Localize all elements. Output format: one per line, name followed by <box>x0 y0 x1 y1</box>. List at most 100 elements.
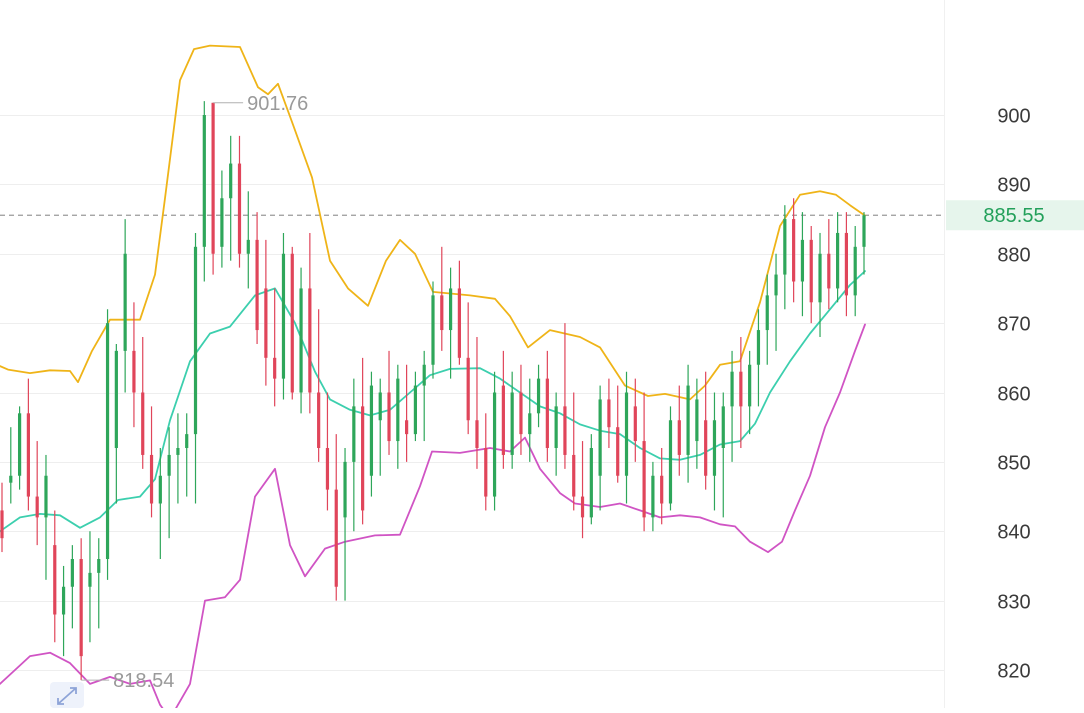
candle[interactable] <box>712 392 717 511</box>
candle[interactable] <box>26 378 30 511</box>
candle[interactable] <box>607 378 611 448</box>
candle[interactable] <box>862 212 866 275</box>
candle[interactable] <box>668 406 673 511</box>
candle[interactable] <box>624 371 629 504</box>
candle[interactable] <box>413 371 418 442</box>
candle[interactable] <box>783 205 787 310</box>
candle[interactable] <box>475 337 479 469</box>
candle[interactable] <box>844 212 849 317</box>
candle[interactable] <box>17 406 22 490</box>
candle[interactable] <box>730 350 734 462</box>
candle[interactable] <box>519 364 523 455</box>
candle[interactable] <box>149 406 154 518</box>
candle[interactable] <box>677 385 681 476</box>
candle[interactable] <box>317 309 321 462</box>
candle[interactable] <box>220 170 224 268</box>
candle[interactable] <box>800 212 805 317</box>
candle[interactable] <box>598 385 602 511</box>
candle[interactable] <box>633 378 637 462</box>
candle[interactable] <box>774 253 778 351</box>
candle[interactable] <box>642 392 646 532</box>
candle[interactable] <box>273 288 277 407</box>
candle[interactable] <box>299 267 303 414</box>
candle[interactable] <box>237 135 242 268</box>
candle[interactable] <box>554 392 558 476</box>
candle[interactable] <box>0 482 4 553</box>
candle[interactable] <box>704 371 708 490</box>
candle[interactable] <box>616 385 620 483</box>
candle[interactable] <box>9 427 13 504</box>
candle[interactable] <box>827 219 831 310</box>
candle[interactable] <box>202 101 206 282</box>
candle[interactable] <box>369 371 374 497</box>
candle[interactable] <box>853 226 857 317</box>
candle[interactable] <box>334 434 338 601</box>
candle[interactable] <box>466 302 470 435</box>
candle[interactable] <box>536 364 541 428</box>
candle[interactable] <box>44 454 48 580</box>
candle[interactable] <box>361 357 365 525</box>
candle[interactable] <box>158 448 162 559</box>
candle[interactable] <box>114 343 118 504</box>
candle[interactable] <box>422 350 426 442</box>
candle[interactable] <box>132 302 136 428</box>
candle[interactable] <box>792 198 796 303</box>
candle[interactable] <box>484 413 488 511</box>
candle[interactable] <box>290 246 294 400</box>
candle[interactable] <box>457 260 461 365</box>
expand-icon[interactable] <box>50 682 84 708</box>
candle[interactable] <box>396 364 400 469</box>
candle[interactable] <box>264 239 268 386</box>
candle[interactable] <box>572 392 576 511</box>
candle[interactable] <box>97 538 101 629</box>
candle[interactable] <box>492 371 497 511</box>
candle[interactable] <box>589 434 593 525</box>
candle[interactable] <box>686 364 690 483</box>
candle[interactable] <box>343 448 347 601</box>
candle[interactable] <box>70 545 74 629</box>
candle[interactable] <box>281 232 286 400</box>
candle[interactable] <box>431 281 435 379</box>
candle[interactable] <box>765 274 769 365</box>
candle[interactable] <box>53 510 57 643</box>
candle[interactable] <box>836 212 840 303</box>
candle[interactable] <box>721 392 725 518</box>
candle[interactable] <box>695 378 699 469</box>
candle[interactable] <box>501 350 505 469</box>
candle[interactable] <box>739 337 743 448</box>
candle[interactable] <box>141 337 145 469</box>
candle[interactable] <box>352 378 356 532</box>
candle[interactable] <box>748 350 752 435</box>
candle[interactable] <box>88 531 92 643</box>
candle[interactable] <box>545 350 549 462</box>
candle[interactable] <box>35 441 39 546</box>
candle[interactable] <box>123 219 127 393</box>
candle[interactable] <box>756 309 761 407</box>
candle[interactable] <box>387 350 391 455</box>
candle[interactable] <box>660 448 664 525</box>
candle[interactable] <box>176 413 180 504</box>
candle[interactable] <box>563 323 567 469</box>
candle[interactable] <box>378 378 382 476</box>
candle[interactable] <box>580 441 585 539</box>
candle[interactable] <box>211 102 215 275</box>
candle[interactable] <box>105 309 110 580</box>
candle[interactable] <box>818 232 822 337</box>
candle[interactable] <box>167 427 171 539</box>
candle[interactable] <box>809 226 813 324</box>
candle[interactable] <box>79 538 83 681</box>
candle[interactable] <box>193 232 198 504</box>
candle[interactable] <box>510 371 514 469</box>
candle[interactable] <box>308 232 312 414</box>
candle[interactable] <box>440 246 444 351</box>
candle[interactable] <box>185 413 189 497</box>
candle[interactable] <box>405 364 409 462</box>
candle[interactable] <box>246 191 250 289</box>
candle[interactable] <box>255 212 259 344</box>
candle[interactable] <box>61 565 66 657</box>
candle[interactable] <box>325 392 330 511</box>
candle[interactable] <box>448 267 453 379</box>
candle[interactable] <box>528 378 532 462</box>
